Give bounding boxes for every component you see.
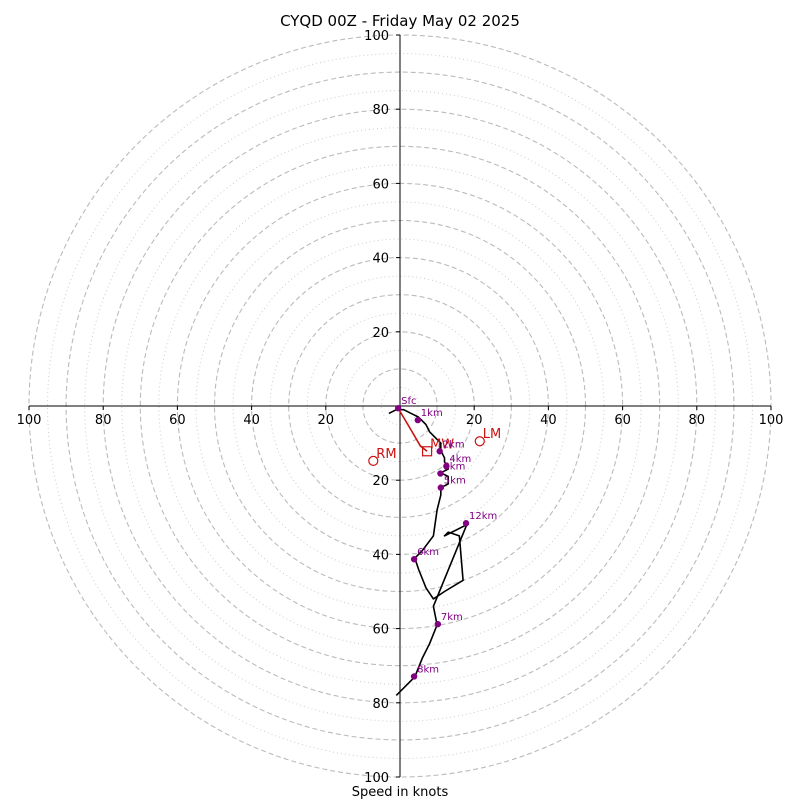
height-marker-label: 4km xyxy=(449,454,471,465)
x-tick-label: 80 xyxy=(689,413,706,428)
height-marker-label: 12km xyxy=(469,511,497,522)
y-tick-label: 60 xyxy=(372,177,389,192)
y-tick-label: 20 xyxy=(372,474,389,489)
y-tick-label: 40 xyxy=(372,548,389,563)
storm-motion: MW LM RM xyxy=(368,407,501,467)
height-marker-dot xyxy=(414,416,422,424)
height-marker-dot xyxy=(436,448,443,455)
y-tick-label: 80 xyxy=(372,103,389,118)
x-tick-label: 40 xyxy=(540,413,557,428)
y-tick-label: 40 xyxy=(372,252,389,267)
left-mover-label: LM xyxy=(483,427,501,442)
x-tick-label: 100 xyxy=(759,413,784,428)
x-tick-label: 80 xyxy=(95,413,112,428)
height-marker-label: 8km xyxy=(417,664,439,675)
left-mover-marker xyxy=(474,436,485,447)
height-marker-label: 1km xyxy=(421,408,443,419)
shear-vector-line xyxy=(397,407,428,452)
y-tick-label: 60 xyxy=(372,623,389,638)
height-marker-label: 7km xyxy=(441,612,463,623)
height-marker-dot xyxy=(437,484,445,491)
height-marker-label: 5km xyxy=(444,476,466,487)
tick-labels: 100 80 60 40 20 20 40 60 80 100 20 40 60 80 100 20 40 60 8… xyxy=(17,29,784,786)
height-marker-dot xyxy=(434,620,442,628)
mean-wind-label: MW xyxy=(430,437,454,452)
height-marker-dot xyxy=(410,673,418,680)
height-marker-label: 2km xyxy=(443,439,465,450)
x-tick-label: 60 xyxy=(169,413,186,428)
x-tick-label: 20 xyxy=(466,413,483,428)
x-tick-label: 100 xyxy=(17,413,42,428)
x-axis-label: Speed in knots xyxy=(352,785,449,800)
height-marker-dot xyxy=(462,520,470,527)
right-mover-marker xyxy=(368,455,379,467)
height-marker-label: 6km xyxy=(417,547,439,558)
chart-title: CYQD 00Z - Friday May 02 2025 xyxy=(280,12,520,30)
y-tick-label: 80 xyxy=(372,697,389,712)
y-tick-label: 20 xyxy=(372,326,389,341)
hodograph-line xyxy=(388,408,468,696)
y-tick-label: 100 xyxy=(364,771,389,786)
y-tick-label: 100 xyxy=(364,29,389,44)
x-tick-label: 40 xyxy=(243,413,260,428)
mean-wind-marker xyxy=(421,446,433,457)
height-marker-dot xyxy=(394,405,402,412)
height-marker-dot xyxy=(410,556,418,563)
right-mover-label: RM xyxy=(376,447,396,462)
x-tick-label: 20 xyxy=(318,413,335,428)
hodograph-trace xyxy=(388,408,468,696)
height-marker-dot xyxy=(443,462,450,470)
height-marker-label: Sfc xyxy=(401,396,416,407)
height-marker-label: 3km xyxy=(443,462,465,473)
height-marker-dot xyxy=(437,470,444,477)
x-tick-label: 60 xyxy=(614,413,631,428)
